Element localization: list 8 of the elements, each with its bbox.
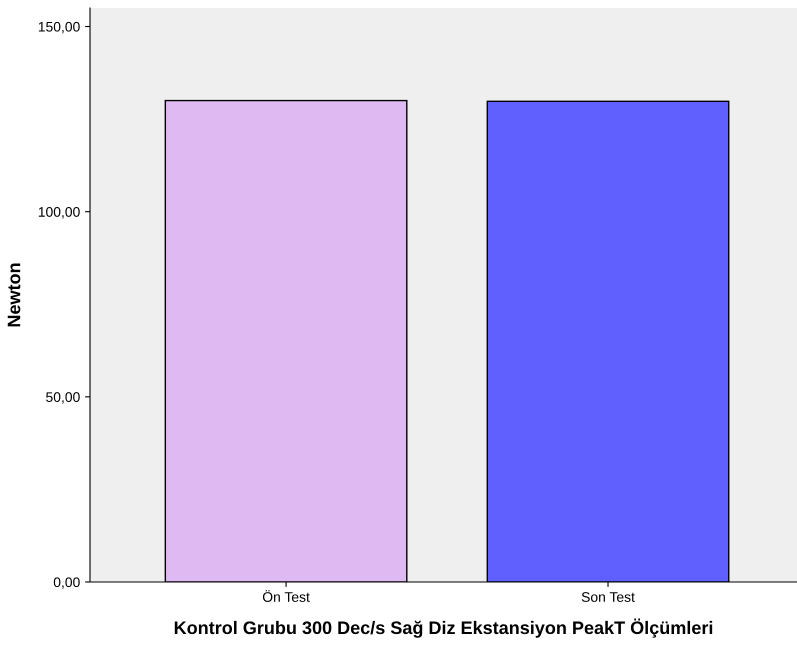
y-tick-label: 100,00 [38,207,80,218]
y-tick-label: 0,00 [54,577,80,589]
x-tick-label: Son Test [582,592,635,602]
y-tick-label: 150,00 [38,22,80,34]
y-axis-title: Newton [8,264,20,326]
y-tick-label: 50,00 [46,392,80,404]
x-axis-title: Kontrol Grubu 300 Dec/s Sağ Diz Ekstansiyon PeakT Ölçümleri [174,618,712,638]
x-tick-label: Ön Test [262,590,310,602]
